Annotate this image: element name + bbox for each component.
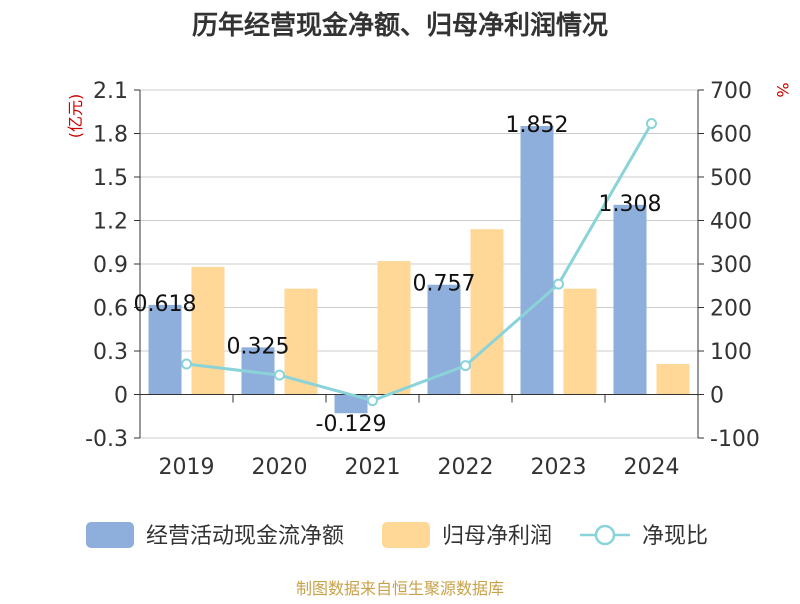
bar-net-profit (470, 229, 504, 395)
bar-cash-flow (334, 394, 368, 414)
ratio-point (646, 118, 657, 130)
ratio-point (181, 358, 192, 370)
right-tick-label: 400 (710, 210, 752, 235)
left-tick-label: 1.8 (93, 123, 128, 148)
legend-swatch-net-profit (382, 522, 430, 548)
legend-marker-icon (594, 524, 616, 546)
right-tick-label: 600 (710, 123, 752, 148)
ratio-point (367, 395, 378, 407)
left-tick-label: 0.3 (93, 340, 128, 365)
right-tick-label: 500 (710, 166, 752, 191)
right-axis-unit: % (773, 82, 792, 97)
bar-cash-flow (148, 304, 182, 395)
x-tick-label: 2020 (252, 455, 308, 480)
right-tick-label: -100 (710, 427, 760, 452)
legend-label-cash-flow: 经营活动现金流净额 (146, 524, 344, 549)
ratio-point (460, 360, 471, 372)
x-tick-label: 2023 (531, 455, 587, 480)
data-labels: 0.618 0.325 -0.129 0.757 1.852 1.308 (134, 113, 662, 437)
left-axis-unit: (亿元) (66, 94, 85, 139)
bar-net-profit (377, 261, 411, 395)
left-tick-label: 1.5 (93, 166, 128, 191)
legend-label-ratio: 净现比 (642, 524, 708, 549)
x-tick-label: 2019 (159, 455, 215, 480)
legend: 经营活动现金流净额 归母净利润 净现比 (86, 522, 708, 549)
left-tick-label: 0 (114, 384, 128, 409)
ratio-line-path (186, 122, 653, 403)
ratio-point (553, 278, 564, 290)
right-tick-label: 100 (710, 340, 752, 365)
bar-net-profit (191, 266, 225, 395)
axes: -0.3 0 0.3 0.6 0.9 1.2 1.5 1.8 2.1 -100 0 100 200 300… (85, 79, 760, 480)
data-label: 0.757 (413, 272, 476, 297)
data-label: 0.618 (134, 292, 197, 317)
data-label: -0.129 (316, 412, 387, 437)
x-tick-label: 2022 (438, 455, 494, 480)
ratio-line (181, 118, 657, 407)
left-tick-label: 2.1 (93, 79, 128, 104)
bar-net-profit (563, 288, 597, 395)
chart-title: 历年经营现金净额、归母净利润情况 (192, 10, 608, 41)
left-tick-label: 0.6 (93, 297, 128, 322)
right-tick-label: 200 (710, 297, 752, 322)
bar-cash-flow (427, 284, 461, 395)
right-tick-label: 300 (710, 253, 752, 278)
bar-cash-flow (520, 125, 554, 395)
x-tick-label: 2024 (624, 455, 680, 480)
bar-net-profit (656, 364, 690, 395)
right-tick-label: 0 (710, 384, 724, 409)
x-tick-label: 2021 (345, 455, 401, 480)
legend-label-net-profit: 归母净利润 (442, 524, 552, 549)
data-label: 0.325 (227, 334, 290, 359)
source-note: 制图数据来自恒生聚源数据库 (296, 579, 504, 598)
left-tick-label: -0.3 (85, 427, 128, 452)
left-tick-label: 1.2 (93, 210, 128, 235)
left-tick-label: 0.9 (93, 253, 128, 278)
bar-cash-flow (613, 204, 647, 395)
legend-swatch-cash-flow (86, 522, 134, 548)
data-label: 1.852 (506, 113, 569, 138)
ratio-point (274, 369, 285, 381)
right-tick-label: 700 (710, 79, 752, 104)
data-label: 1.308 (599, 192, 662, 217)
